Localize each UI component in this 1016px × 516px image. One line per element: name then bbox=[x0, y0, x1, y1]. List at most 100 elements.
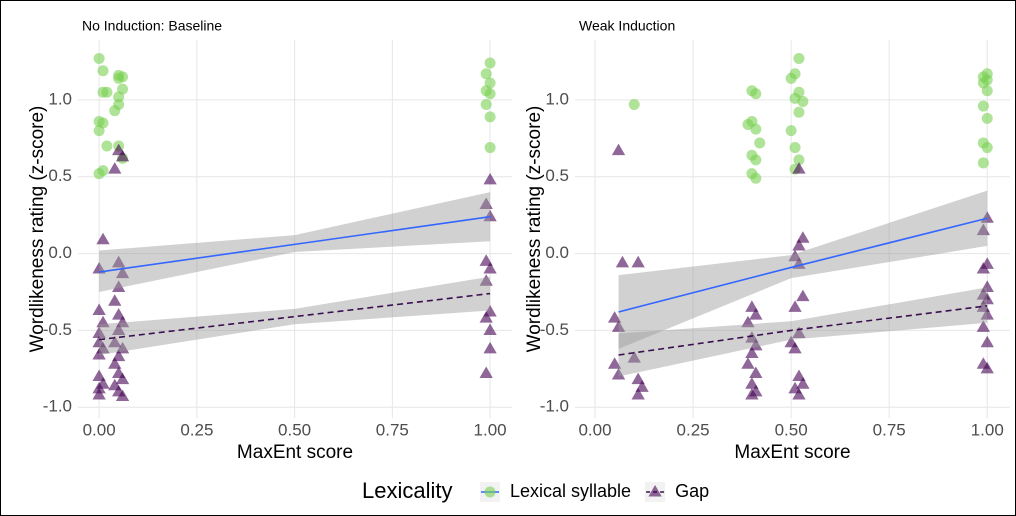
circle-point bbox=[977, 100, 989, 112]
circle-point bbox=[793, 52, 805, 64]
triangle-point bbox=[749, 338, 763, 351]
y-tick-label: -1.0 bbox=[43, 397, 72, 416]
circle-point bbox=[750, 172, 762, 184]
circle-point bbox=[101, 140, 113, 152]
triangle-point bbox=[980, 280, 994, 292]
y-tick-label: -0.5 bbox=[43, 320, 72, 339]
fit-line bbox=[618, 305, 988, 356]
circle-point bbox=[785, 72, 797, 84]
triangle-point bbox=[483, 261, 497, 274]
x-tick-label: 1.00 bbox=[474, 420, 507, 439]
triangle-point bbox=[483, 323, 497, 335]
triangle-point bbox=[92, 261, 106, 274]
fit-line bbox=[99, 292, 491, 341]
x-tick-label: 1.00 bbox=[971, 420, 1004, 439]
triangle-point bbox=[788, 341, 802, 354]
triangle-point bbox=[611, 367, 626, 380]
circle-point bbox=[97, 86, 109, 98]
circle-point bbox=[785, 125, 797, 137]
triangle-point bbox=[749, 366, 763, 378]
x-axis-title: MaxEnt score bbox=[734, 442, 850, 463]
x-tick-label: 0.75 bbox=[873, 420, 906, 439]
y-tick-label: 0.5 bbox=[48, 166, 72, 185]
fit-line bbox=[99, 215, 491, 273]
x-tick-label: 0.00 bbox=[578, 420, 611, 439]
triangle-point bbox=[483, 172, 497, 185]
x-axis-title: MaxEnt score bbox=[237, 442, 353, 463]
circle-point bbox=[484, 111, 496, 123]
x-tick-label: 0.75 bbox=[376, 420, 409, 439]
circle-point bbox=[484, 57, 496, 69]
circle-point bbox=[93, 168, 105, 180]
panel: Weak Induction -1.0 -0.5 0.0 0.5 1.0 0.00 0.25 0… bbox=[524, 18, 1010, 463]
triangle-point bbox=[741, 315, 755, 328]
triangle-point bbox=[980, 308, 994, 320]
triangle-point bbox=[796, 289, 810, 302]
circle-point bbox=[750, 154, 762, 166]
y-axis-title: Wordlikeness rating (z-score) bbox=[27, 106, 48, 353]
triangle-point bbox=[611, 320, 626, 332]
circle-point bbox=[484, 88, 496, 100]
y-tick-label: 0.0 bbox=[545, 243, 569, 262]
triangle-point bbox=[792, 387, 806, 400]
legend-label: Gap bbox=[675, 481, 709, 501]
circle-point bbox=[97, 65, 109, 77]
legend-label: Lexical syllable bbox=[510, 481, 631, 501]
triangle-point bbox=[796, 231, 810, 243]
x-tick-label: 0.50 bbox=[775, 420, 808, 439]
legend-title: Lexicality bbox=[362, 478, 452, 503]
triangle-point bbox=[627, 351, 641, 363]
triangle-point bbox=[92, 348, 106, 360]
triangle-point bbox=[745, 300, 759, 312]
triangle-point bbox=[631, 387, 645, 400]
circle-point bbox=[480, 99, 492, 111]
confidence-band bbox=[99, 192, 491, 292]
triangle-point bbox=[115, 341, 130, 354]
triangle-point bbox=[96, 232, 110, 245]
x-tick-label: 0.00 bbox=[83, 420, 116, 439]
triangle-point bbox=[980, 335, 994, 348]
circle-point bbox=[484, 486, 496, 498]
circle-point bbox=[93, 52, 105, 64]
y-tick-label: 1.0 bbox=[48, 89, 72, 108]
confidence-band bbox=[618, 190, 988, 349]
triangle-point bbox=[115, 149, 130, 162]
triangle-point bbox=[792, 326, 806, 339]
panel-title: Weak Induction bbox=[579, 18, 675, 34]
panels: No Induction: Baseline-1.0-0.50.00.51.00… bbox=[27, 18, 1010, 463]
y-tick-label: -0.5 bbox=[540, 320, 569, 339]
triangle-point bbox=[980, 292, 994, 305]
triangle-point bbox=[796, 377, 810, 389]
panel: No Induction: Baseline-1.0-0.50.00.51.00… bbox=[27, 18, 512, 463]
triangle-point bbox=[980, 211, 994, 223]
triangle-point bbox=[92, 326, 106, 339]
y-tick-label: -1.0 bbox=[540, 397, 569, 416]
circle-point bbox=[109, 105, 121, 117]
triangle-point bbox=[112, 349, 126, 362]
circle-point bbox=[793, 106, 805, 118]
confidence-band bbox=[618, 287, 988, 377]
circle-point bbox=[754, 137, 766, 149]
circle-point bbox=[789, 142, 801, 154]
fit-line bbox=[618, 217, 988, 313]
circle-point bbox=[750, 123, 762, 135]
triangle-point bbox=[108, 357, 122, 369]
triangle-point bbox=[479, 254, 493, 266]
y-axis-title: Wordlikeness rating (z-score) bbox=[524, 106, 545, 353]
triangle-point bbox=[479, 274, 493, 286]
triangle-point bbox=[745, 377, 759, 389]
legend: Lexicality Lexical syllable Gap bbox=[362, 478, 709, 503]
confidence-band bbox=[99, 276, 491, 355]
triangle-point bbox=[483, 341, 497, 354]
triangle-point bbox=[976, 320, 990, 332]
circle-point bbox=[981, 142, 993, 154]
triangle-point bbox=[611, 143, 626, 156]
triangle-point bbox=[745, 387, 759, 400]
triangle-point bbox=[108, 335, 122, 348]
y-tick-label: 1.0 bbox=[545, 89, 569, 108]
circle-point bbox=[977, 157, 989, 169]
triangle-point bbox=[479, 366, 493, 378]
x-tick-label: 0.25 bbox=[180, 420, 213, 439]
